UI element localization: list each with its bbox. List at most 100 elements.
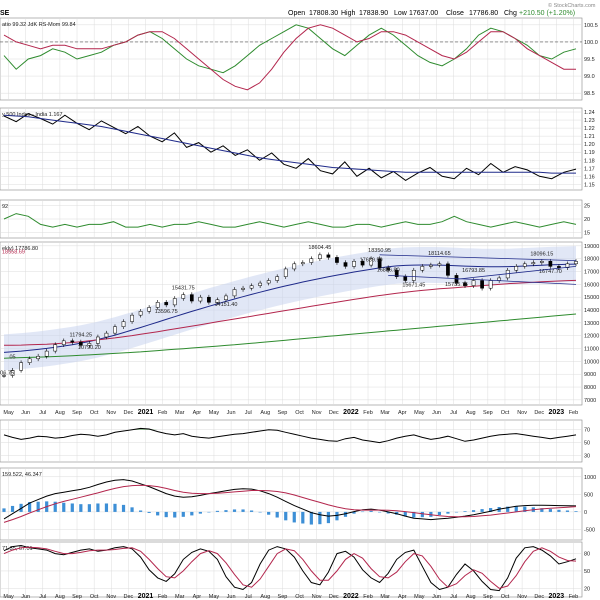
candlestick	[514, 266, 519, 271]
y-tick-label: 1000	[584, 475, 596, 481]
time-axis-label: Sep	[483, 594, 493, 600]
time-axis-label: Apr	[398, 594, 407, 600]
candlestick	[283, 268, 288, 277]
y-tick-label: 1.20	[584, 142, 595, 148]
macd-histogram-bar	[463, 511, 467, 512]
macd-histogram-bar	[420, 511, 424, 518]
time-axis-label: Feb	[569, 410, 578, 416]
price-annotation: 15735.75	[445, 282, 468, 288]
macd-histogram-bar	[309, 511, 313, 525]
indicator-line	[3, 546, 577, 589]
panel-frame	[0, 419, 583, 463]
indicator-line	[3, 213, 577, 228]
candlestick	[207, 296, 211, 303]
time-axis-label: Dec	[534, 410, 544, 416]
macd-histogram-bar	[36, 501, 40, 512]
time-axis-label: Mar	[175, 594, 185, 600]
y-tick-label: 10000	[584, 359, 599, 365]
indicator-line	[3, 544, 577, 592]
low-value: 17637.00	[409, 10, 438, 17]
price-annotation: 15431.75	[172, 286, 195, 292]
chg-value: +210.50 (+1.20%)	[519, 10, 575, 17]
candlestick	[249, 285, 254, 289]
macd-histogram-bar	[352, 511, 356, 514]
time-axis-label: 2022	[343, 409, 359, 416]
time-axis: May Jun Jul Aug Sep Oct Nov Dec 2021 Feb Mar Apr May…	[3, 409, 578, 416]
y-tick-label: 1.18	[584, 158, 595, 164]
panel-legend: 159.522, 46.347	[2, 472, 42, 478]
macd-histogram-bar	[190, 511, 194, 516]
macd-histogram-bar	[378, 511, 382, 513]
time-axis-label: Oct	[90, 410, 99, 416]
macd-histogram-bar	[147, 511, 151, 513]
time-axis-label: Sep	[483, 410, 493, 416]
time-axis-label: Oct	[501, 410, 510, 416]
macd-histogram-bar	[215, 510, 220, 512]
time-axis-label: Jul	[39, 594, 46, 600]
candlestick	[488, 280, 493, 289]
macd-histogram-bar	[241, 509, 245, 512]
candlestick	[394, 269, 399, 277]
time-axis-label: Sep	[72, 594, 82, 600]
candlestick	[181, 294, 186, 299]
candlestick	[574, 261, 578, 265]
open-label: Open	[288, 10, 305, 17]
high-label: High	[341, 10, 356, 17]
time-axis-label: Jul	[450, 410, 457, 416]
candlestick	[386, 267, 391, 271]
time-axis-label: May	[3, 410, 14, 416]
candlestick	[36, 355, 40, 360]
macd-histogram-bar	[2, 508, 6, 512]
y-tick-label: 20	[584, 217, 590, 223]
candlestick	[437, 263, 442, 266]
macd-histogram-bar	[104, 503, 109, 512]
time-axis-label: Nov	[106, 594, 116, 600]
time-axis-label: Nov	[517, 410, 527, 416]
candlestick	[104, 332, 109, 338]
y-tick-label: 1.16	[584, 174, 595, 180]
time-axis-label: Dec	[329, 410, 339, 416]
macd-histogram-bar	[540, 508, 544, 512]
candlestick	[497, 277, 502, 281]
left-price-label: 18558.69	[2, 250, 25, 256]
candlestick	[164, 302, 169, 306]
trend-line	[456, 265, 577, 280]
macd-histogram-bar	[506, 506, 510, 512]
time-axis-label: Nov	[106, 410, 116, 416]
time-axis-label: Oct	[295, 594, 304, 600]
candlestick	[522, 263, 527, 267]
candlestick	[266, 280, 271, 284]
candlestick	[10, 370, 15, 376]
macd-histogram-bar	[360, 511, 365, 513]
y-tick-label: 15000	[584, 295, 599, 301]
candlestick	[2, 375, 6, 377]
candlestick	[258, 282, 262, 286]
candlestick	[19, 362, 23, 371]
y-tick-label: 1.19	[584, 150, 595, 156]
macd-histogram-bar	[79, 504, 83, 512]
macd-histogram-bar	[96, 503, 100, 512]
time-axis-label: 2023	[549, 409, 565, 416]
candlestick	[360, 261, 365, 266]
time-axis-label: Jul	[245, 410, 252, 416]
panels: 100.5 100.0 99.5 99.0 98.5 atio 99.32 JdK RS-…	[0, 17, 599, 600]
y-tick-label: 1.24	[584, 110, 595, 116]
bollinger-band	[4, 246, 576, 371]
price-annotation: 16836.80	[377, 268, 400, 274]
macd-histogram-bar	[258, 511, 262, 513]
candlestick	[326, 254, 331, 258]
candlestick	[224, 295, 228, 301]
indicator-line	[3, 113, 577, 181]
trend-line	[388, 274, 577, 285]
y-tick-label: 1.15	[584, 182, 595, 188]
time-axis-label: Feb	[158, 594, 167, 600]
macd-histogram-bar	[173, 511, 177, 518]
macd-histogram-bar	[369, 510, 373, 512]
panel-frame	[0, 467, 583, 541]
price-annotation: 14151.40	[214, 302, 237, 308]
panel-frame	[0, 541, 583, 598]
candlestick	[189, 294, 194, 302]
time-axis-label: Apr	[193, 410, 202, 416]
ohlc-header: SE Open 17808.30 High 17838.90 Low 17637…	[0, 2, 596, 17]
macd-histogram-bar	[412, 511, 416, 518]
